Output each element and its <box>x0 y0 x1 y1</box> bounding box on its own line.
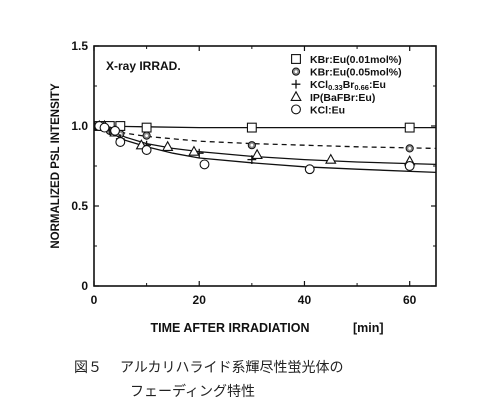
legend-marker <box>291 54 301 64</box>
x-tick-label: 60 <box>403 293 417 307</box>
x-tick-label: 20 <box>193 293 207 307</box>
legend-marker <box>291 104 301 115</box>
caption-number: 図５ <box>74 360 102 376</box>
y-tick-label: 1.5 <box>71 39 88 53</box>
legend: KBr:Eu(0.01mol%)KBr:Eu(0.05mol%)KCl0.33B… <box>290 54 402 116</box>
data-point <box>99 122 110 133</box>
data-point <box>115 137 126 147</box>
data-point <box>405 144 414 153</box>
legend-subscript: 0.66 <box>354 83 369 92</box>
axis-titles: TIME AFTER IRRADIATION [min] NORMALIZED … <box>50 83 384 335</box>
y-axis-title: NORMALIZED PSL INTENSITY <box>50 83 62 249</box>
marker-center <box>145 134 149 138</box>
legend-text-part: :Eu <box>369 79 386 91</box>
legend-label: IP(BaFBr:Eu) <box>310 92 375 104</box>
legend-marker <box>290 90 302 101</box>
data-point <box>188 145 200 156</box>
data-point <box>142 131 151 140</box>
data-point <box>247 141 256 150</box>
data-point <box>161 140 174 151</box>
data-point <box>246 122 257 133</box>
data-point <box>325 153 337 164</box>
legend-text-part: Br <box>343 79 355 91</box>
marker-center <box>408 147 412 150</box>
figure-caption: 図５ アルカリハライド系輝尽性蛍光体の フェーディング特性 <box>74 356 494 404</box>
legend-text-part: KCl <box>310 79 328 91</box>
data-points <box>93 119 416 175</box>
legend-label: KCl0.33Br0.66:Eu <box>310 79 386 92</box>
data-point <box>404 122 415 133</box>
legend-marker <box>291 67 301 76</box>
marker-center <box>250 143 254 147</box>
x-tick-label: 0 <box>91 293 98 307</box>
legend-label: KBr:Eu(0.01mol%) <box>310 54 402 66</box>
caption-text-2: フェーディング特性 <box>130 384 256 400</box>
data-point <box>304 164 315 175</box>
marker-center <box>294 70 298 73</box>
data-point <box>251 148 263 159</box>
y-tick-label: 0 <box>81 279 88 293</box>
data-point <box>141 122 152 133</box>
y-tick-label: 1.0 <box>71 119 88 133</box>
data-point <box>404 161 415 171</box>
caption-line-2: フェーディング特性 <box>74 380 494 404</box>
fit-curve <box>93 125 437 150</box>
y-tick-label: 0.5 <box>71 199 88 213</box>
data-point <box>199 159 210 170</box>
data-point <box>247 155 257 164</box>
legend-label: KBr:Eu(0.05mol%) <box>310 67 402 79</box>
caption-line-1: 図５ アルカリハライド系輝尽性蛍光体の <box>74 356 494 380</box>
annotation-label: X-ray IRRAD. <box>106 59 181 73</box>
data-point <box>141 145 152 155</box>
legend-marker <box>291 79 301 89</box>
caption-text-1: アルカリハライド系輝尽性蛍光体の <box>120 360 344 376</box>
x-axis-title: TIME AFTER IRRADIATION <box>150 321 309 335</box>
x-tick-label: 40 <box>298 293 312 307</box>
legend-subscript: 0.33 <box>328 83 343 92</box>
x-axis-unit: [min] <box>353 321 384 335</box>
legend-label: KCl:Eu <box>310 104 345 116</box>
axis-ticks: 0 20 40 60 0 0.5 1.0 1.5 <box>71 39 436 307</box>
data-point <box>110 125 120 136</box>
